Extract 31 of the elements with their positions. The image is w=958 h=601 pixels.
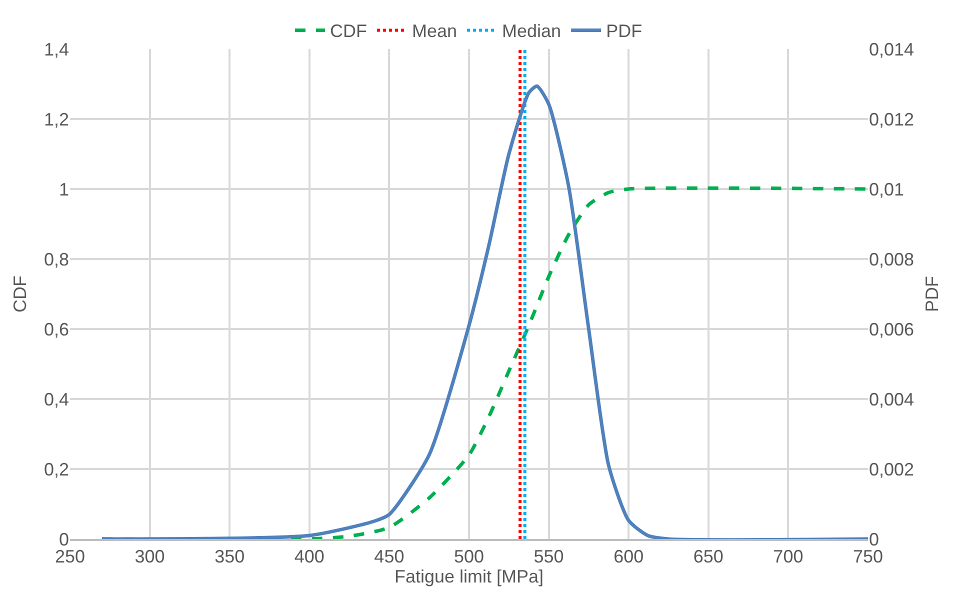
x-tick-label: 550	[534, 546, 564, 566]
y-tick-label: 1	[58, 179, 69, 200]
line-series	[100, 84, 868, 539]
y2-tick-label: 0,014	[869, 39, 914, 60]
x-axis-title: Fatigue limit [MPa]	[394, 566, 544, 586]
y-tick-label: 0,2	[44, 459, 69, 480]
y2-tick-label: 0,006	[869, 319, 914, 340]
y2-axis-title: PDF	[922, 276, 942, 312]
y-tick-label: 0,6	[44, 319, 69, 340]
y-axis-title: CDF	[10, 276, 30, 312]
y2-tick-label: 0,004	[869, 389, 914, 410]
y2-tick-label: 0,012	[869, 109, 914, 130]
y-tick-label: 0,4	[44, 389, 69, 410]
legend-label: Mean	[412, 21, 458, 42]
x-tick-label: 700	[773, 546, 804, 566]
legend-label: CDF	[330, 21, 367, 42]
y2-tick-label: 0,01	[869, 179, 904, 200]
y2-tick-label: 0,008	[869, 249, 914, 270]
x-tick-label: 600	[614, 546, 644, 566]
legend-label: PDF	[606, 21, 642, 42]
y-tick-label: 1,4	[44, 39, 69, 60]
y-tick-label: 1,2	[44, 109, 69, 130]
y-tick-label: 0,8	[44, 249, 69, 270]
x-tick-label: 400	[294, 546, 324, 566]
legend-label: Median	[502, 21, 562, 42]
x-tick-label: 350	[214, 546, 245, 566]
x-tick-label: 450	[374, 546, 404, 566]
x-tick-label: 650	[693, 546, 724, 566]
x-tick-label: 500	[454, 546, 484, 566]
x-tick-label: 300	[134, 546, 165, 566]
y2-tick-label: 0,002	[869, 459, 914, 480]
